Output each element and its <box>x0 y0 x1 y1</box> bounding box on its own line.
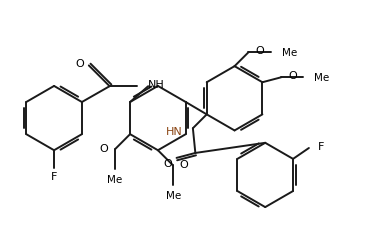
Text: O: O <box>76 59 84 69</box>
Text: F: F <box>318 141 324 151</box>
Text: O: O <box>255 46 264 56</box>
Text: Me: Me <box>314 73 330 83</box>
Text: NH: NH <box>148 79 165 89</box>
Text: HN: HN <box>166 126 183 136</box>
Text: O: O <box>288 71 297 81</box>
Text: Me: Me <box>282 48 297 58</box>
Text: O: O <box>163 158 172 168</box>
Text: Me: Me <box>166 190 181 200</box>
Text: O: O <box>99 143 108 153</box>
Text: F: F <box>51 172 57 182</box>
Text: O: O <box>180 160 188 169</box>
Text: Me: Me <box>106 174 122 184</box>
